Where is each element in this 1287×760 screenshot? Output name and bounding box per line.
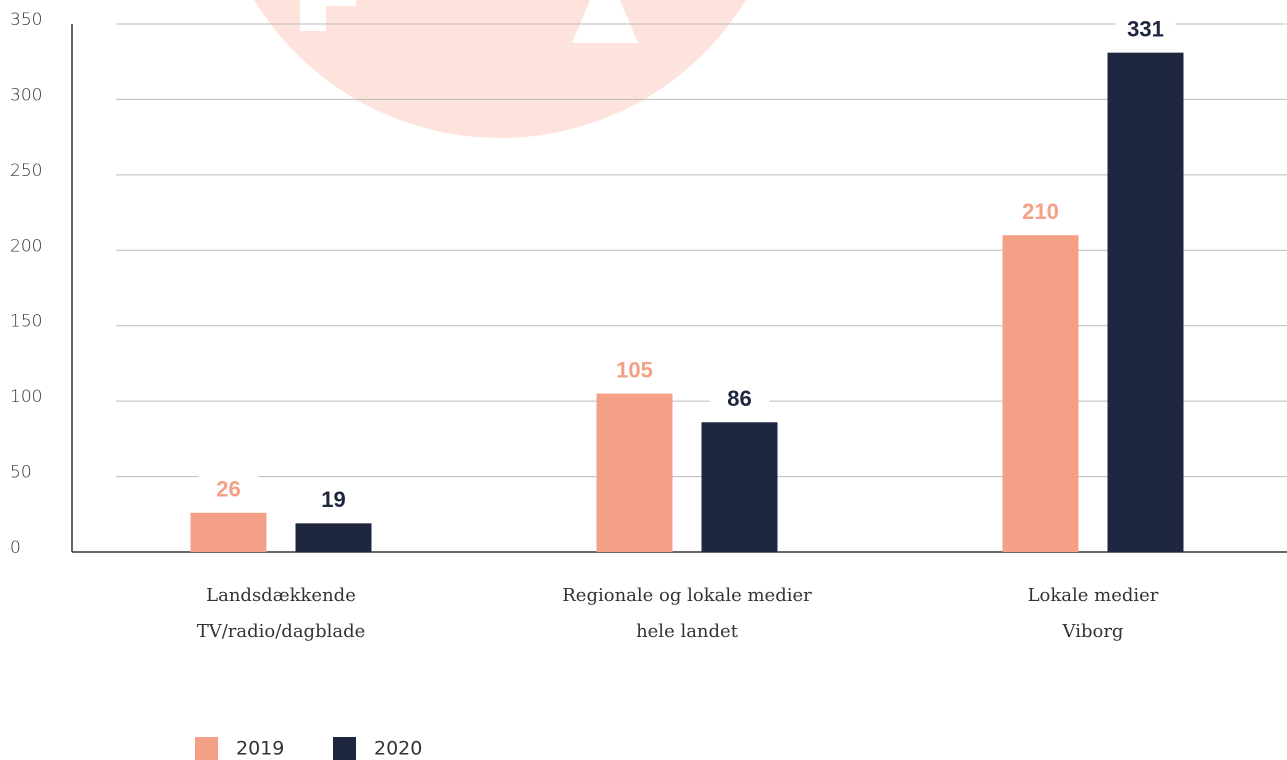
chart: 0 50 100 150 200 250 300 350 Landsdækkende TV/rad…	[0, 0, 1287, 760]
y-tick-label: 350	[10, 10, 42, 30]
legend-label: 2020	[374, 738, 422, 760]
legend-swatch	[195, 737, 218, 760]
y-tick-label: 200	[10, 236, 42, 256]
y-tick-label: 50	[10, 463, 32, 483]
bar	[597, 394, 673, 552]
legend-label: 2019	[236, 738, 284, 760]
value-label: 19	[321, 487, 345, 512]
x-tick-label: Lokale medier	[1028, 585, 1159, 606]
y-tick-label: 100	[10, 387, 42, 407]
bar	[1108, 53, 1184, 552]
x-tick-label: hele landet	[636, 621, 739, 642]
x-tick-label: TV/radio/dagblade	[197, 621, 366, 642]
background-decoration	[212, 0, 788, 138]
bar	[296, 523, 372, 552]
value-label: 26	[216, 477, 240, 502]
legend-swatch	[333, 737, 356, 760]
bar	[191, 513, 267, 552]
y-tick-label: 150	[10, 312, 42, 332]
value-label: 86	[727, 386, 751, 411]
x-tick-label: Viborg	[1062, 621, 1124, 642]
bar	[702, 422, 778, 552]
y-tick-label: 300	[10, 85, 42, 105]
value-label: 210	[1022, 199, 1059, 224]
y-tick-label: 250	[10, 161, 42, 181]
value-label: 105	[616, 357, 653, 382]
x-tick-label: Landsdækkende	[206, 585, 356, 606]
x-tick-label: Regionale og lokale medier	[562, 585, 812, 606]
y-tick-label: 0	[10, 538, 21, 558]
value-label: 331	[1127, 16, 1164, 41]
bar	[1003, 235, 1079, 552]
